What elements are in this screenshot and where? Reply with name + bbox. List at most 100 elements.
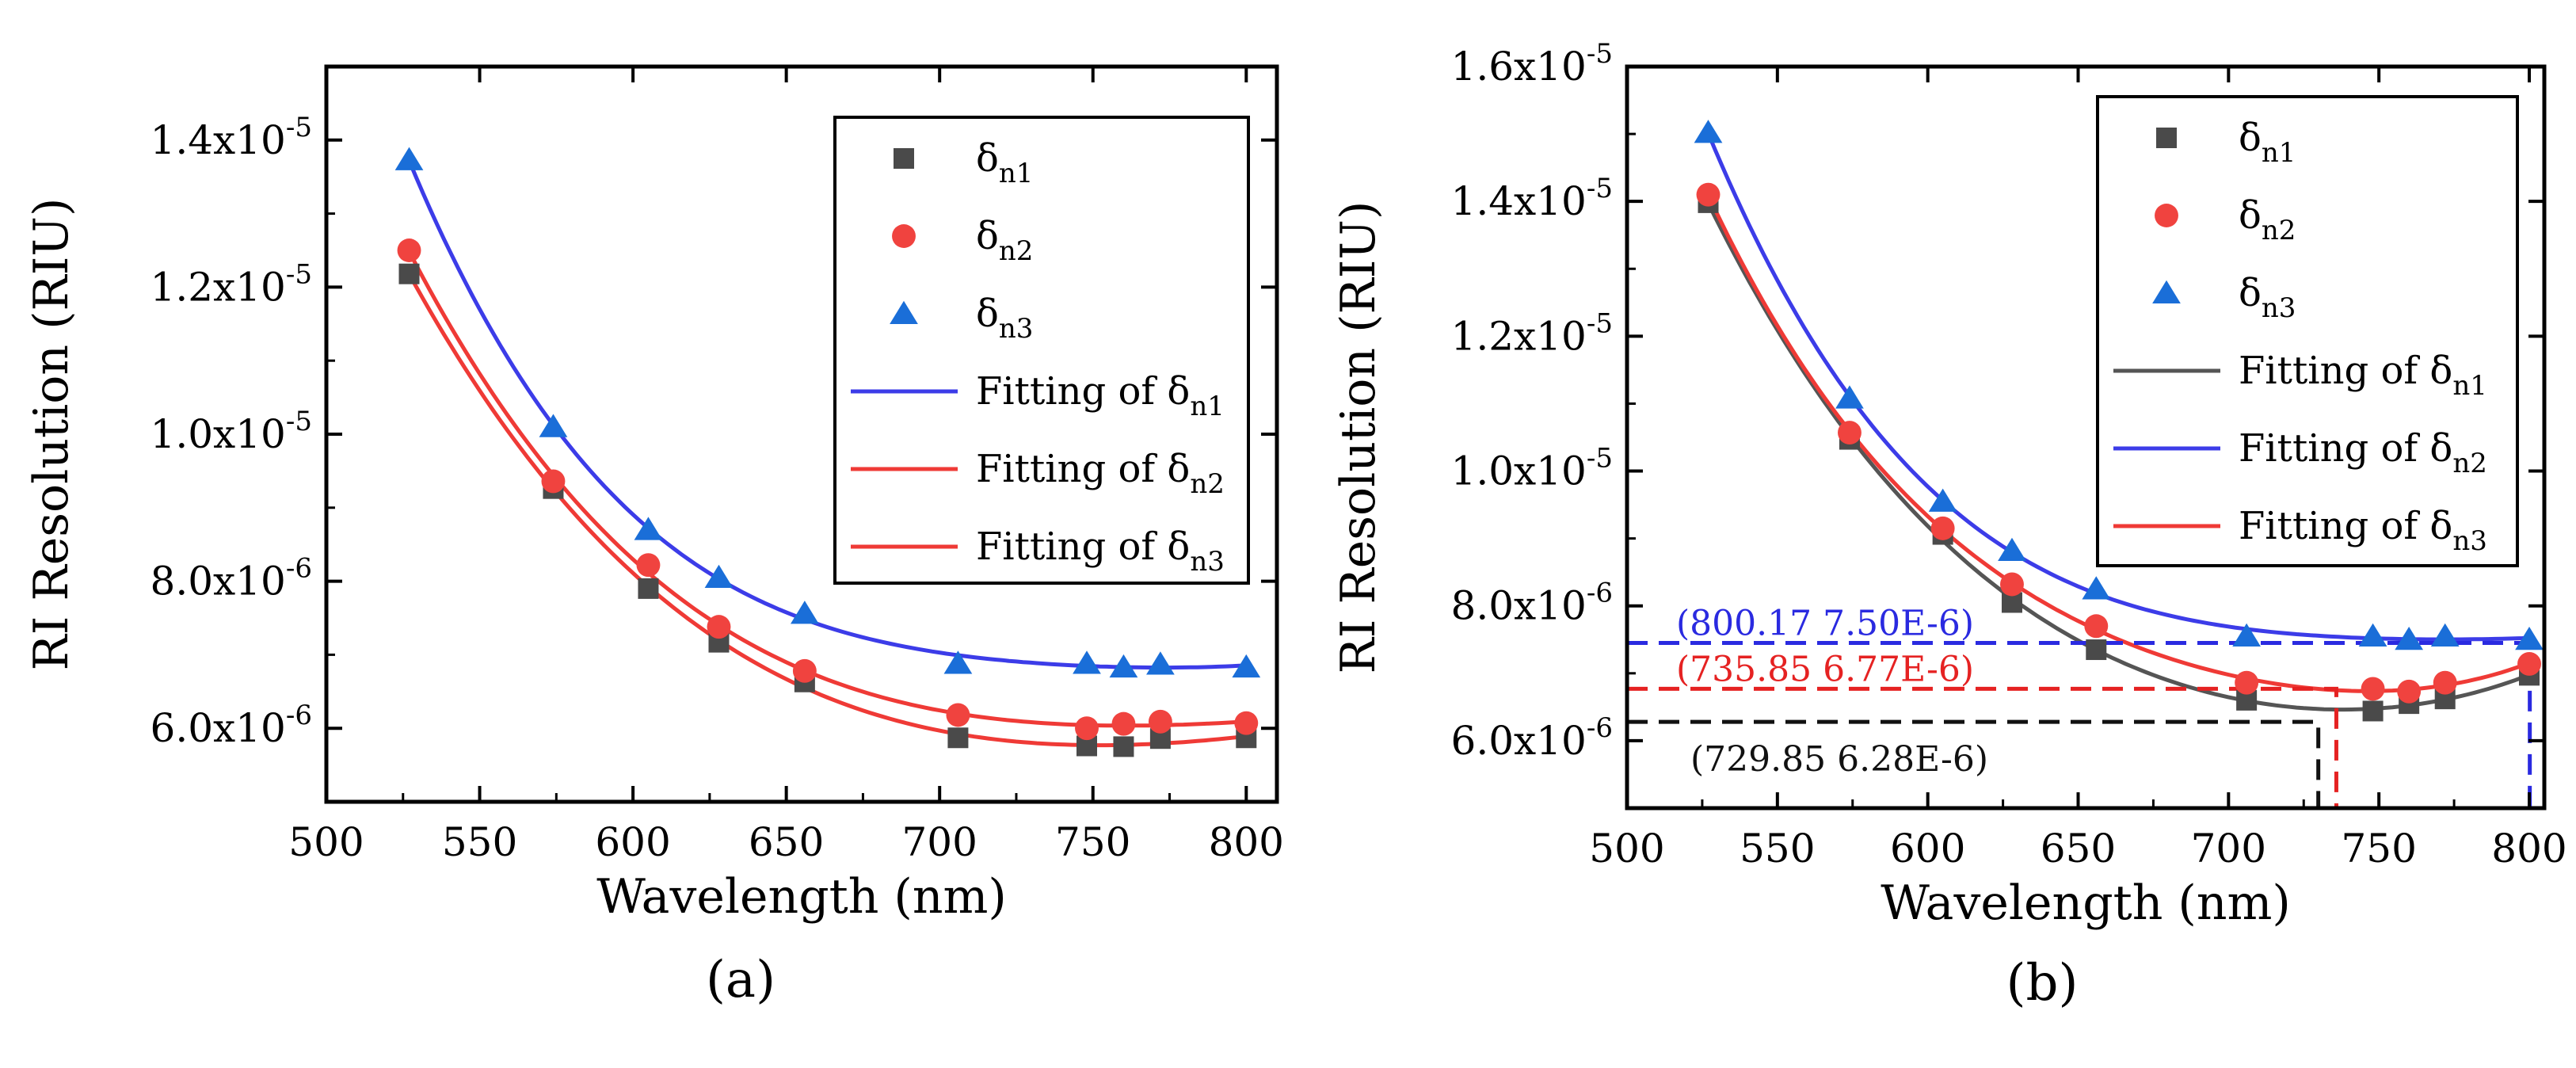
- data-point-s1-7: [2362, 700, 2384, 722]
- y-tick-label: 6.0x10-6: [151, 700, 312, 751]
- data-point-s3-4: [704, 564, 734, 588]
- legend-entry-label: Fitting of δn2: [976, 447, 1225, 500]
- x-tick-label: 600: [1890, 826, 1965, 872]
- annotation-label-1: (800.17 7.50E-6): [1676, 604, 1974, 644]
- x-tick-label: 800: [2491, 826, 2566, 872]
- x-tick-label: 500: [288, 819, 364, 865]
- data-point-s2-3: [636, 553, 661, 578]
- legend-marker-swatch: [890, 300, 918, 324]
- data-point-s2-5: [2084, 614, 2109, 639]
- y-axis-label: RI Resolution (RIU): [1331, 201, 1386, 674]
- data-point-s3-9: [1146, 651, 1175, 675]
- legend-entry-label: δn2: [976, 214, 1033, 267]
- legend-entry-label: Fitting of δn1: [2239, 349, 2487, 402]
- x-tick-label: 550: [1740, 826, 1815, 872]
- x-tick-label: 650: [2041, 826, 2116, 872]
- legend: δn1 δn2 δn3 Fitting of δn1 Fitting of δn2 Fit…: [2096, 95, 2519, 567]
- x-tick-label: 750: [1055, 819, 1130, 865]
- panel-label: (b): [2006, 954, 2079, 1013]
- data-point-s3-8: [2395, 627, 2424, 650]
- plot-frame: [1625, 64, 2547, 811]
- data-point-s2-6: [946, 703, 970, 727]
- data-point-s1-6: [947, 727, 969, 749]
- legend-entry-label: Fitting of δn2: [2239, 426, 2487, 479]
- legend-marker-swatch: [2156, 128, 2177, 148]
- fit-line-2: [407, 250, 1247, 728]
- legend-entry-label: Fitting of δn3: [976, 524, 1225, 578]
- data-point-s3-3: [634, 517, 663, 540]
- data-point-s3-2: [1835, 385, 1864, 409]
- data-point-s2-3: [1930, 516, 1955, 540]
- data-point-s2-2: [1838, 421, 1862, 444]
- legend-entry-label: Fitting of δn1: [976, 369, 1225, 422]
- data-point-s2-9: [1148, 709, 1172, 734]
- data-point-s3-1: [394, 147, 424, 170]
- data-point-s3-7: [2358, 623, 2387, 647]
- y-tick-label: 1.6x10-5: [1451, 38, 1613, 90]
- legend-entry-label: δn3: [2239, 271, 2296, 324]
- data-point-s2-1: [397, 238, 421, 262]
- data-point-s3-8: [1109, 654, 1138, 678]
- legend-entry-label: δn3: [976, 292, 1033, 345]
- legend-marker-swatch: [2152, 280, 2181, 303]
- legend-entry-label: Fitting of δn3: [2239, 504, 2487, 557]
- x-tick-label: 700: [901, 819, 977, 865]
- x-axis-label: Wavelength (nm): [1881, 875, 2291, 931]
- x-axis-label: Wavelength (nm): [596, 869, 1007, 925]
- legend-box: [2096, 95, 2519, 567]
- data-point-s3-5: [790, 601, 819, 624]
- data-point-s1-8: [1113, 736, 1134, 757]
- x-tick-label: 500: [1589, 826, 1664, 872]
- legend-box: [833, 116, 1250, 585]
- y-tick-label: 8.0x10-6: [151, 553, 312, 605]
- x-tick-label: 550: [442, 819, 517, 865]
- data-point-s3-3: [1928, 488, 1957, 512]
- data-point-s1-1: [398, 263, 420, 284]
- data-point-s2-7: [2361, 677, 2385, 701]
- data-point-s2-8: [2397, 679, 2422, 704]
- x-tick-label: 700: [2191, 826, 2266, 872]
- y-tick-label: 1.4x10-5: [1451, 173, 1613, 224]
- data-point-s3-6: [943, 650, 973, 674]
- data-point-s3-7: [1073, 650, 1101, 674]
- data-point-s3-10: [2515, 627, 2544, 650]
- data-point-s2-1: [1696, 182, 1721, 207]
- data-point-s2-7: [1075, 716, 1099, 741]
- fit-line-1: [407, 159, 1247, 670]
- annotation-label-2: (735.85 6.77E-6): [1676, 649, 1974, 689]
- data-point-s1-3: [638, 578, 659, 599]
- data-point-s3-10: [1232, 654, 1261, 678]
- legend: δn1 δn2 δn3 Fitting of δn1 Fitting of δn2 Fit…: [833, 116, 1250, 585]
- y-tick-label: 1.4x10-5: [151, 112, 312, 163]
- data-point-s2-9: [2433, 670, 2457, 695]
- data-point-s3-2: [539, 414, 568, 437]
- data-point-s1-5: [2086, 639, 2107, 661]
- panel-label: (a): [706, 951, 775, 1009]
- data-point-s2-4: [2000, 572, 2024, 597]
- legend-entry-label: δn2: [2239, 193, 2296, 246]
- x-tick-label: 800: [1209, 819, 1284, 865]
- y-tick-label: 1.0x10-5: [151, 406, 312, 457]
- data-point-s3-5: [2082, 576, 2111, 600]
- legend-entry-label: δn1: [976, 136, 1033, 189]
- legend-marker-swatch: [894, 148, 914, 169]
- legend-entry-label: δn1: [2239, 116, 2296, 169]
- data-point-s2-4: [707, 615, 731, 639]
- annotation-guide-2: [1627, 686, 2338, 808]
- y-axis-label: RI Resolution (RIU): [24, 198, 79, 671]
- data-point-s2-8: [1111, 711, 1136, 736]
- data-point-s3-9: [2430, 623, 2460, 647]
- data-point-s3-4: [1998, 537, 2026, 561]
- chart-panel-b: (800.17 7.50E-6) (735.85 6.77E-6) (729.85 …: [1331, 38, 2567, 1013]
- x-tick-label: 750: [2341, 826, 2416, 872]
- fit-line-2: [1706, 132, 2530, 642]
- data-point-s2-10: [2517, 651, 2541, 676]
- data-point-s3-1: [1694, 120, 1723, 143]
- data-point-s3-6: [2232, 623, 2261, 647]
- y-tick-label: 6.0x10-6: [1451, 712, 1613, 764]
- legend-marker-swatch: [2155, 204, 2178, 227]
- annotation-label-3: (729.85 6.28E-6): [1690, 739, 1988, 780]
- data-point-s2-5: [792, 658, 817, 683]
- data-point-s2-10: [1234, 711, 1259, 735]
